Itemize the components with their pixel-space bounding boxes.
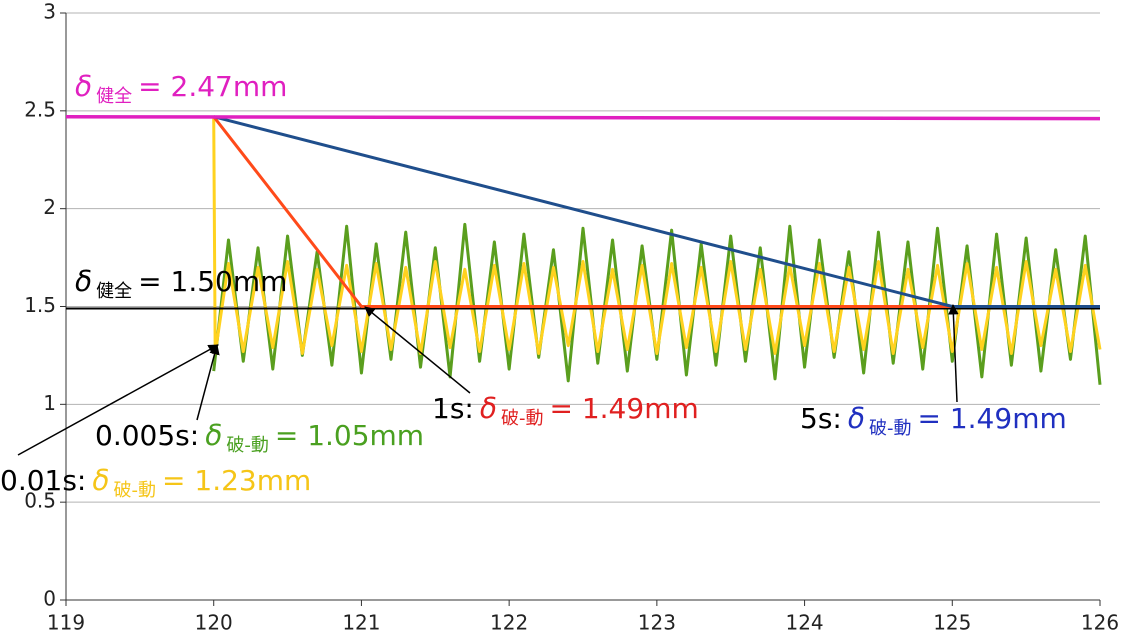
annotation-text: = 1.50mm (138, 265, 287, 298)
annotation: δ 健全 = 2.47mm (75, 70, 287, 107)
annotation: 1s: δ 破-動 = 1.49mm (432, 392, 699, 429)
x-tick-label: 124 (785, 611, 823, 635)
annotation-subscript: 破-動 (226, 435, 269, 456)
y-tick-label: 1 (43, 391, 56, 415)
annotation-subscript: 健全 (96, 281, 132, 302)
annotation-subscript: 健全 (96, 86, 132, 107)
arrow (17, 344, 219, 456)
annotation: 5s: δ 破-動 = 1.49mm (800, 402, 1067, 439)
annotation-symbol: δ (848, 402, 865, 435)
annotation: δ 健全 = 1.50mm (75, 265, 287, 302)
annotation-prefix: 1s: (432, 392, 474, 425)
annotation: 0.01s: δ 破-動 = 1.23mm (0, 464, 311, 501)
annotation-text: = 1.05mm (275, 419, 424, 452)
series-line (212, 115, 953, 308)
series-line (212, 222, 1102, 385)
annotation-text: = 1.23mm (162, 464, 311, 497)
annotation-subscript: 破-動 (114, 480, 157, 501)
y-tick-label: 1.5 (24, 293, 56, 317)
arrow (364, 306, 471, 394)
annotation: 0.005s: δ 破-動 = 1.05mm (95, 419, 424, 456)
series-line (213, 115, 1100, 308)
annotation-prefix: 0.005s: (95, 419, 199, 452)
annotation-prefix: 5s: (800, 402, 842, 435)
y-tick-label: 2.5 (24, 97, 56, 121)
annotation-subscript: 破-動 (501, 408, 544, 429)
annotation-symbol: δ (480, 392, 497, 425)
annotation-text: = 1.49mm (917, 402, 1066, 435)
x-tick-label: 125 (933, 611, 971, 635)
x-tick-label: 126 (1081, 611, 1119, 635)
arrow (948, 303, 959, 403)
annotation-subscript: 破-動 (869, 418, 912, 439)
annotation-symbol: δ (92, 464, 109, 497)
x-tick-label: 120 (195, 611, 233, 635)
y-tick-label: 3 (43, 0, 56, 24)
annotation-symbol: δ (205, 419, 222, 452)
y-tick-label: 2 (43, 195, 56, 219)
annotation-text: = 1.49mm (549, 392, 698, 425)
x-tick-label: 119 (47, 611, 85, 635)
annotation-symbol: δ (75, 70, 92, 103)
y-tick-label: 0.5 (24, 489, 56, 513)
arrow (196, 343, 220, 421)
annotation-prefix: 0.01s: (0, 464, 86, 497)
x-tick-label: 121 (342, 611, 380, 635)
x-tick-label: 123 (638, 611, 676, 635)
x-tick-label: 122 (490, 611, 528, 635)
y-tick-label: 0 (43, 587, 56, 611)
series-line (65, 114, 1101, 121)
annotation-text: = 2.47mm (138, 70, 287, 103)
annotation-symbol: δ (75, 265, 92, 298)
